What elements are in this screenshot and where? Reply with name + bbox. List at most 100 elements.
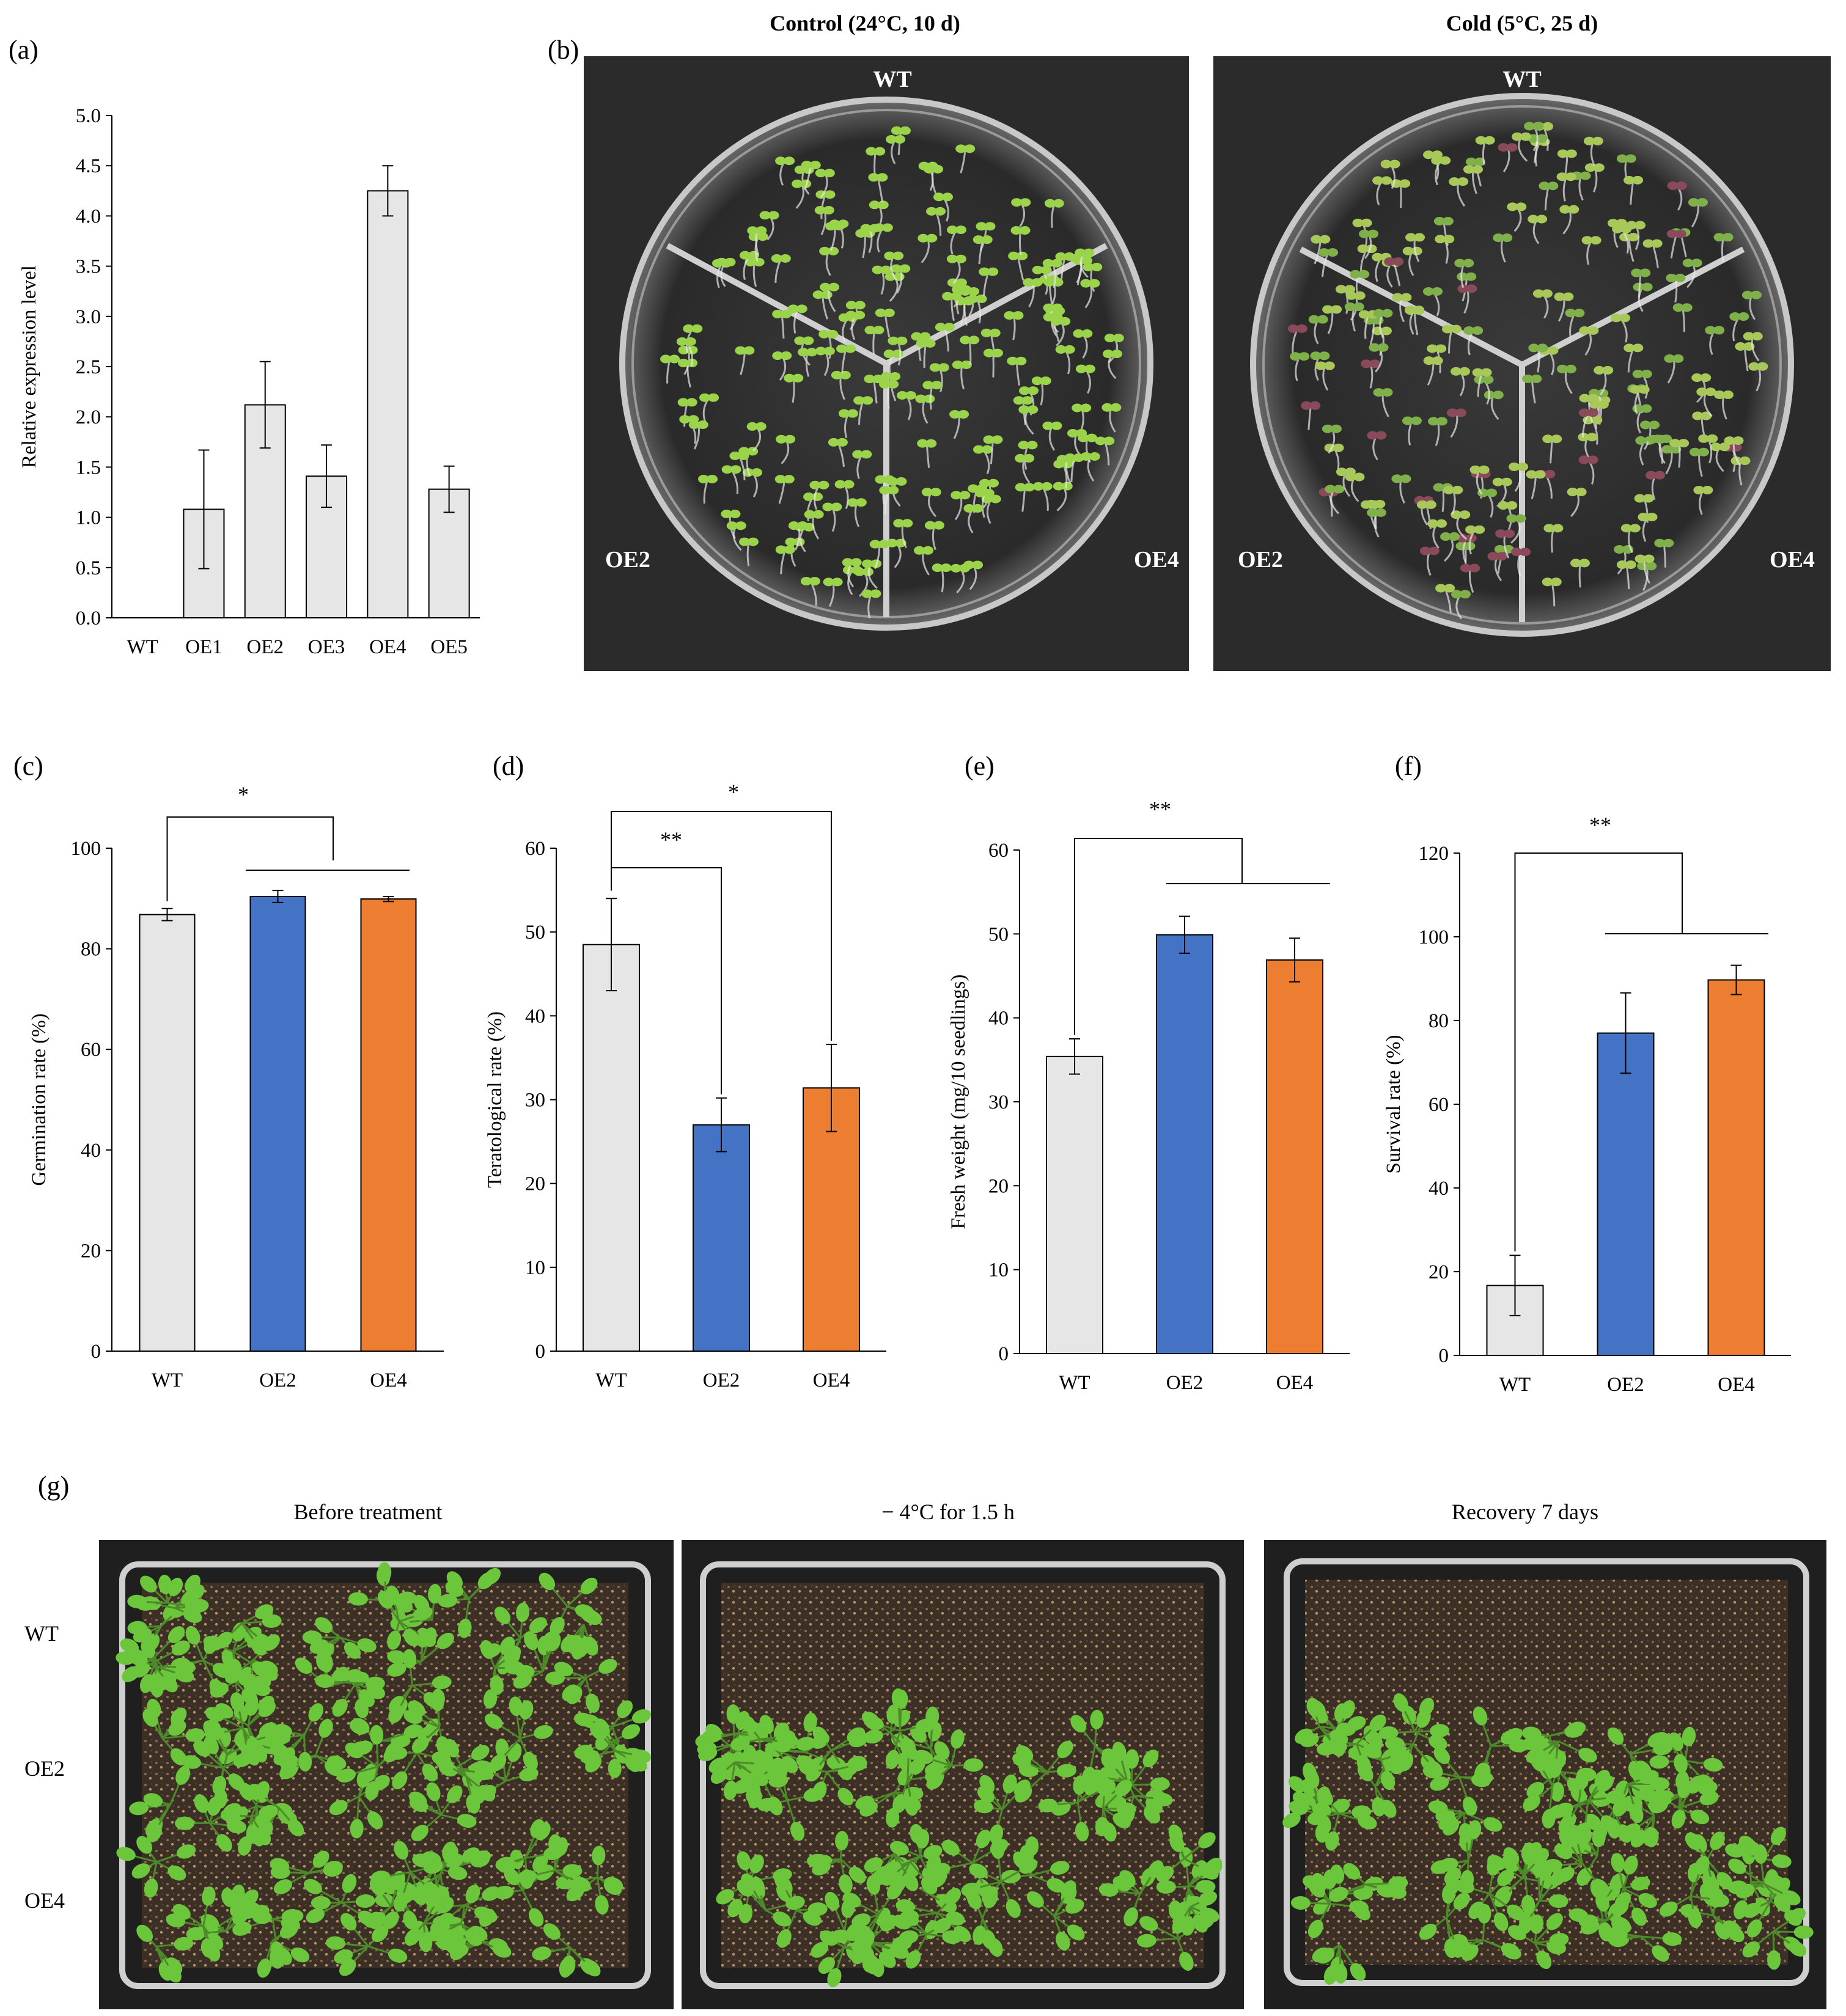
leaf [879, 379, 891, 389]
leaf [443, 1845, 458, 1864]
x-tick-label: OE1 [185, 636, 222, 658]
leaf [1344, 302, 1356, 312]
y-tick-label: 10 [988, 1259, 1009, 1281]
x-tick-label: OE5 [430, 636, 468, 658]
leaf [271, 1731, 291, 1745]
leaf [370, 1871, 391, 1885]
leaf [1497, 1869, 1514, 1886]
leaf [1735, 1883, 1755, 1899]
leaf [1343, 1863, 1361, 1880]
leaf [1373, 388, 1384, 397]
leaf [1597, 400, 1609, 409]
leaf [241, 1889, 259, 1907]
leaf [685, 337, 696, 346]
leaf [1532, 122, 1544, 131]
leaf [1751, 332, 1763, 341]
leaf [959, 491, 971, 500]
leaf [924, 1762, 944, 1776]
leaf [860, 224, 872, 233]
bar [583, 944, 640, 1352]
leaf [1619, 313, 1631, 323]
leaf [1330, 424, 1342, 433]
leaf [834, 222, 845, 231]
y-tick-label: 20 [525, 1173, 545, 1195]
leaf [818, 329, 830, 339]
leaf [1333, 485, 1345, 494]
leaf [529, 1617, 547, 1633]
leaf [894, 135, 906, 144]
leaf [815, 169, 826, 178]
leaf [1023, 278, 1034, 287]
leaf [1770, 1827, 1786, 1846]
leaf [1290, 352, 1301, 361]
leaf [903, 1872, 919, 1891]
leaf [1710, 1831, 1725, 1850]
leaf [1423, 287, 1435, 296]
leaf [480, 1640, 495, 1659]
leaf [873, 223, 884, 232]
leaf [823, 577, 834, 587]
leaf [773, 1912, 792, 1927]
leaf [1463, 326, 1475, 335]
leaf [1559, 1830, 1575, 1848]
leaf [175, 1816, 195, 1830]
leaf [848, 1866, 866, 1883]
leaf [1123, 1907, 1138, 1927]
leaf [1476, 1763, 1491, 1783]
leaf [394, 1841, 409, 1860]
leaf [1329, 1886, 1348, 1902]
leaf [1353, 472, 1365, 482]
leaf [915, 1718, 935, 1733]
leaf [1388, 1876, 1408, 1890]
leaf [1506, 500, 1518, 510]
leaf [1032, 482, 1044, 491]
leaf [167, 1577, 183, 1597]
leaf [1051, 317, 1062, 326]
leaf [409, 1797, 428, 1813]
leaf [1469, 465, 1481, 474]
leaf [1723, 1920, 1741, 1937]
leaf [1318, 248, 1330, 257]
leaf [1536, 1951, 1552, 1970]
leaf [580, 1750, 600, 1764]
leaf [721, 465, 733, 474]
leaf [1384, 257, 1396, 266]
leaf [1542, 577, 1553, 587]
leaf [1015, 356, 1027, 365]
leaf [924, 521, 936, 530]
leaf [852, 450, 864, 459]
leaf [216, 1632, 233, 1649]
leaf [1091, 262, 1103, 271]
leaf [776, 434, 787, 444]
leaf [388, 1704, 404, 1723]
leaf [1587, 394, 1599, 403]
leaf [784, 434, 796, 444]
leaf [161, 1675, 178, 1693]
leaf [1055, 345, 1067, 354]
leaf [532, 1946, 551, 1960]
leaf [888, 379, 899, 389]
x-tick-label: OE4 [369, 636, 406, 658]
leaf [924, 339, 936, 348]
leaf [1196, 1880, 1216, 1894]
leaf [1026, 441, 1038, 450]
leaf [404, 1928, 421, 1946]
leaf [1568, 205, 1579, 214]
leaf [1156, 1866, 1174, 1882]
y-tick-label: 100 [71, 838, 101, 860]
leaf [365, 1676, 385, 1690]
leaf [980, 328, 992, 337]
leaf [494, 1607, 511, 1624]
leaf [1015, 1745, 1034, 1762]
leaf [1536, 214, 1548, 224]
leaf [1428, 417, 1440, 426]
leaf [873, 326, 884, 335]
leaf [435, 1756, 454, 1772]
leaf [739, 251, 751, 260]
leaf [955, 225, 967, 235]
leaf [1562, 292, 1574, 301]
leaf [1419, 546, 1431, 555]
leaf [1428, 1800, 1448, 1814]
leaf [796, 521, 808, 530]
leaf [697, 420, 708, 430]
